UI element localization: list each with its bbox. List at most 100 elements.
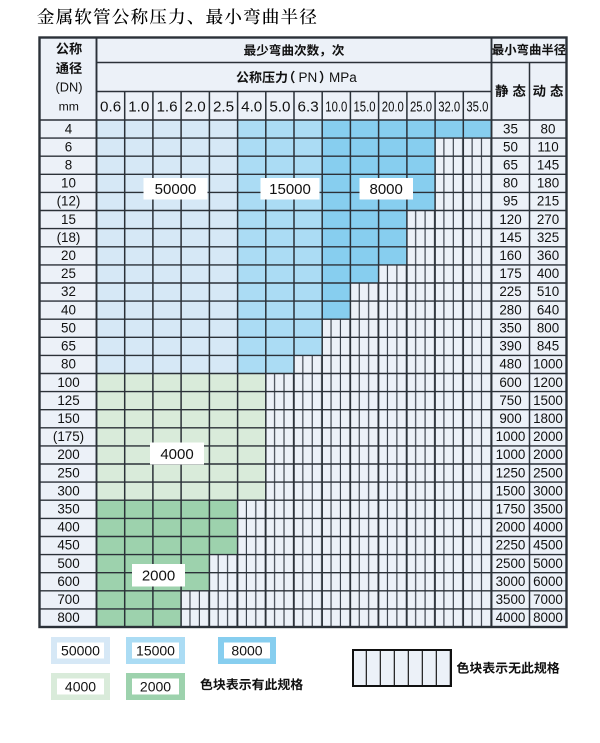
svg-text:200: 200: [57, 447, 79, 462]
svg-text:800: 800: [537, 320, 559, 335]
svg-text:8000: 8000: [370, 181, 403, 198]
svg-text:6.3: 6.3: [298, 98, 319, 115]
svg-text:4000: 4000: [496, 610, 526, 625]
svg-text:845: 845: [537, 339, 559, 354]
svg-text:1800: 1800: [533, 411, 563, 426]
svg-text:225: 225: [499, 284, 521, 299]
svg-text:2000: 2000: [142, 568, 175, 585]
svg-text:350: 350: [499, 320, 521, 335]
svg-text:900: 900: [499, 411, 521, 426]
svg-text:125: 125: [57, 393, 79, 408]
svg-text:640: 640: [537, 302, 559, 317]
svg-text:1000: 1000: [496, 429, 526, 444]
svg-text:65: 65: [503, 158, 518, 173]
svg-text:65: 65: [61, 339, 76, 354]
svg-text:mm: mm: [59, 100, 79, 114]
svg-text:80: 80: [541, 121, 556, 136]
svg-text:180: 180: [537, 176, 559, 191]
svg-text:1250: 1250: [496, 465, 526, 480]
svg-text:32.0: 32.0: [438, 98, 460, 115]
svg-text:(18): (18): [57, 230, 81, 245]
svg-text:2.5: 2.5: [213, 98, 234, 115]
svg-text:32: 32: [61, 284, 76, 299]
svg-text:8000: 8000: [231, 642, 262, 658]
svg-text:700: 700: [57, 592, 79, 607]
svg-text:50000: 50000: [61, 642, 100, 658]
svg-text:2000: 2000: [496, 520, 526, 535]
svg-text:15: 15: [61, 212, 76, 227]
svg-text:25: 25: [61, 266, 76, 281]
svg-text:250: 250: [57, 465, 79, 480]
svg-text:6000: 6000: [533, 574, 563, 589]
svg-text:150: 150: [57, 411, 79, 426]
svg-text:360: 360: [537, 248, 559, 263]
svg-text:8: 8: [65, 158, 72, 173]
svg-text:100: 100: [57, 375, 79, 390]
svg-text:5.0: 5.0: [269, 98, 290, 115]
svg-text:20: 20: [61, 248, 76, 263]
svg-text:3500: 3500: [533, 502, 563, 517]
svg-text:4.0: 4.0: [241, 98, 262, 115]
svg-text:10.0: 10.0: [325, 98, 347, 115]
svg-text:10: 10: [61, 176, 76, 191]
svg-text:8000: 8000: [533, 610, 563, 625]
svg-text:510: 510: [537, 284, 559, 299]
svg-text:390: 390: [499, 339, 521, 354]
svg-text:1500: 1500: [496, 483, 526, 498]
svg-text:750: 750: [499, 393, 521, 408]
svg-text:325: 325: [537, 230, 559, 245]
svg-text:35: 35: [503, 121, 518, 136]
svg-text:600: 600: [57, 574, 79, 589]
svg-text:400: 400: [57, 520, 79, 535]
svg-text:450: 450: [57, 538, 79, 553]
svg-text:160: 160: [499, 248, 521, 263]
svg-text:4000: 4000: [65, 678, 96, 694]
svg-text:145: 145: [499, 230, 521, 245]
svg-text:145: 145: [537, 158, 559, 173]
svg-text:280: 280: [499, 302, 521, 317]
svg-text:3500: 3500: [496, 592, 526, 607]
svg-text:4000: 4000: [533, 520, 563, 535]
svg-text:2250: 2250: [496, 538, 526, 553]
svg-text:175: 175: [499, 266, 521, 281]
svg-text:400: 400: [537, 266, 559, 281]
svg-text:80: 80: [503, 176, 518, 191]
svg-text:1.0: 1.0: [128, 98, 149, 115]
svg-text:50000: 50000: [155, 181, 197, 198]
svg-text:350: 350: [57, 502, 79, 517]
svg-text:2000: 2000: [140, 678, 171, 694]
svg-text:15000: 15000: [136, 642, 175, 658]
svg-text:110: 110: [537, 139, 558, 154]
svg-text:3000: 3000: [496, 574, 526, 589]
svg-text:15000: 15000: [269, 181, 311, 198]
svg-text:(12): (12): [57, 194, 81, 209]
svg-text:35.0: 35.0: [466, 98, 488, 115]
svg-text:95: 95: [503, 194, 518, 209]
svg-text:1000: 1000: [533, 357, 563, 372]
svg-text:50: 50: [503, 139, 518, 154]
svg-text:15.0: 15.0: [354, 98, 376, 115]
svg-text:120: 120: [499, 212, 521, 227]
svg-text:4: 4: [65, 121, 73, 136]
svg-text:2000: 2000: [533, 447, 563, 462]
svg-text:4500: 4500: [533, 538, 563, 553]
svg-text:480: 480: [499, 357, 521, 372]
svg-text:6: 6: [65, 139, 72, 154]
svg-text:0.6: 0.6: [100, 98, 121, 115]
svg-text:1200: 1200: [533, 375, 563, 390]
svg-text:(175): (175): [53, 429, 84, 444]
svg-text:50: 50: [61, 320, 76, 335]
svg-text:1750: 1750: [496, 502, 526, 517]
svg-text:80: 80: [61, 357, 76, 372]
svg-text:7000: 7000: [533, 592, 563, 607]
svg-text:1.6: 1.6: [156, 98, 177, 115]
svg-text:MPa: MPa: [329, 70, 357, 85]
svg-text:2000: 2000: [533, 429, 563, 444]
svg-text:2500: 2500: [496, 556, 526, 571]
svg-text:2.0: 2.0: [185, 98, 206, 115]
svg-text:PN: PN: [299, 70, 318, 85]
svg-text:800: 800: [57, 610, 79, 625]
svg-text:300: 300: [57, 483, 79, 498]
svg-text:25.0: 25.0: [410, 98, 432, 115]
svg-text:40: 40: [61, 302, 76, 317]
